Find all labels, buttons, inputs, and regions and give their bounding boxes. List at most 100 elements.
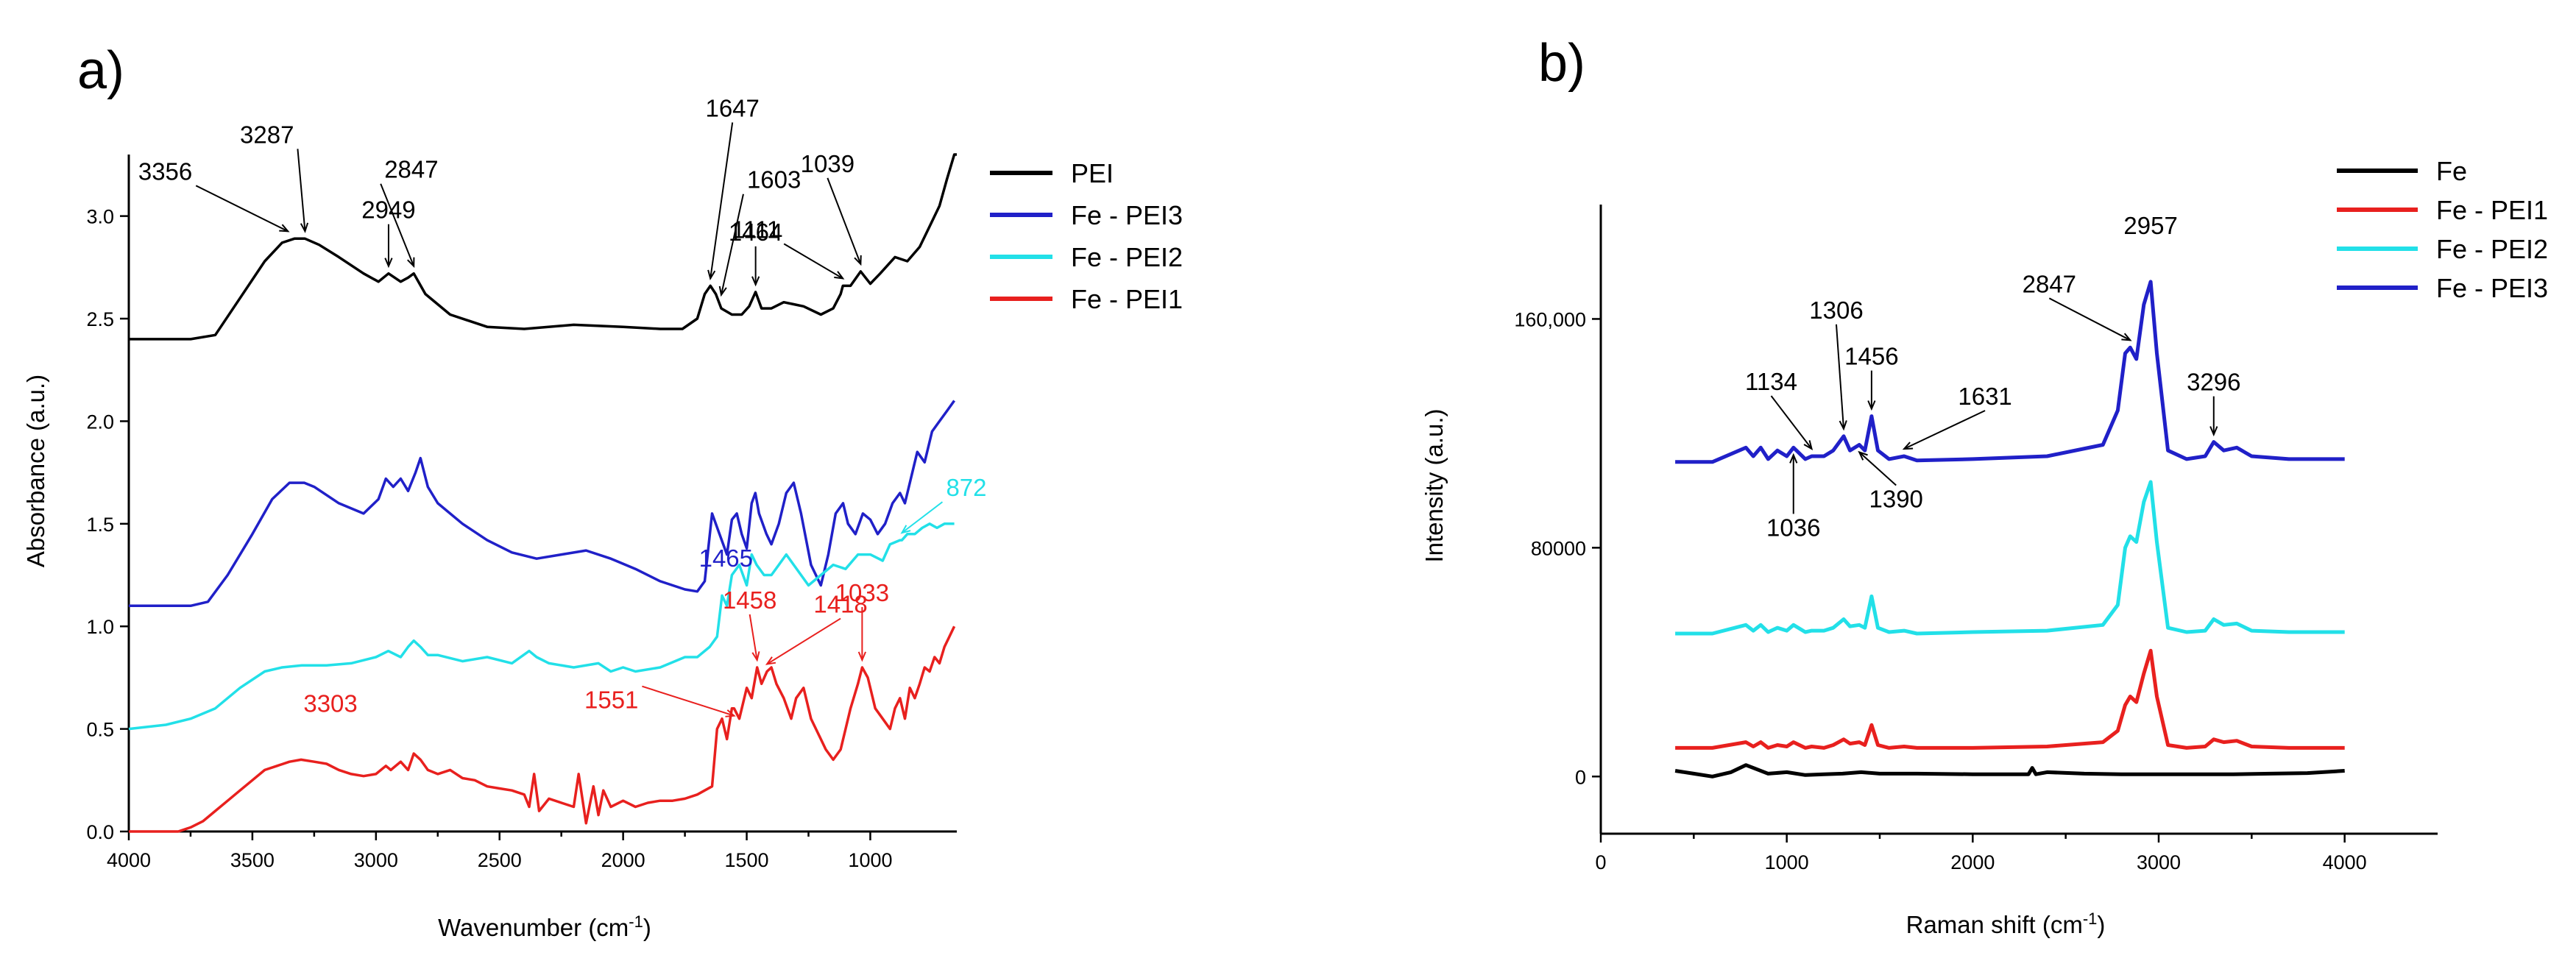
y-tick-label: 2.5: [86, 308, 114, 330]
legend-label: Fe - PEI1: [1071, 284, 1183, 314]
annotation-arrowhead: [279, 224, 290, 233]
annotation-arrowhead: [751, 276, 760, 287]
y-tick-label: 1.5: [86, 514, 114, 536]
x-tick-label: 1000: [1765, 851, 1809, 873]
annotation-label: 2847: [384, 156, 438, 183]
annotation-arrowhead: [1867, 400, 1876, 411]
annotation-arrowhead: [2209, 426, 2218, 437]
annotation-label: 1390: [1869, 485, 1922, 512]
y-tick-label: 80000: [1531, 537, 1586, 559]
series-line-fe-pei2: [128, 522, 955, 731]
y-tick-label: 3.0: [86, 206, 114, 228]
x-tick-label: 4000: [2323, 851, 2367, 873]
annotation-arrowhead: [900, 525, 911, 534]
annotation-arrowhead: [1789, 453, 1798, 464]
annotation-arrow: [1770, 395, 1813, 450]
annotation-arrowhead: [384, 258, 393, 269]
annotation-label: 872: [946, 474, 986, 501]
x-tick-label: 4000: [107, 849, 151, 871]
annotation-arrow: [1858, 451, 1897, 486]
annotation-arrowhead: [854, 255, 862, 266]
annotation-arrow: [297, 149, 306, 232]
annotations-b: 1134 1306 1456 1631 1036 1390 2847 2957 3296: [1745, 212, 2240, 541]
annotation-arrowhead: [707, 269, 716, 280]
annotation-arrow: [766, 617, 841, 665]
annotation-label: 1551: [584, 687, 638, 714]
y-tick-label: 1.0: [86, 616, 114, 638]
annotation-label: 2957: [2123, 212, 2177, 239]
annotation-arrow: [783, 243, 843, 280]
chart-b: b) 0 1000 2000 3000 4000 0 80000 160,000 1134 13…: [1420, 34, 2548, 938]
annotation-arrowhead: [1858, 450, 1868, 461]
y-tick-label: 0: [1575, 766, 1586, 788]
annotation-arrow: [2048, 297, 2131, 341]
x-tick-label: 1500: [725, 849, 769, 871]
x-tick-label: 1000: [848, 849, 892, 871]
series-a: [128, 153, 957, 833]
annotation-arrowhead: [1803, 440, 1814, 451]
series-line-fe-pei2: [1675, 480, 2345, 636]
panel-label-b: b): [1538, 34, 1585, 93]
series-line-fe-pei3: [1675, 280, 2345, 464]
y-tick-label: 0.0: [86, 821, 114, 843]
annotation-arrowhead: [1902, 442, 1914, 450]
annotation-arrowhead: [1839, 420, 1847, 431]
series-line-fe-pei1: [129, 625, 956, 833]
annotation-arrowhead: [2121, 333, 2132, 341]
annotation-label: 1631: [1958, 383, 2011, 410]
x-tick-label: 3500: [230, 849, 275, 871]
y-tick-label: 2.0: [86, 411, 114, 433]
annotation-label: 1464: [729, 219, 782, 246]
panel-label-a: a): [77, 41, 124, 100]
annotation-arrow: [720, 194, 744, 295]
x-tick-label: 2500: [478, 849, 522, 871]
y-tick-label: 160,000: [1514, 308, 1586, 330]
series-line-fe-pei1: [1675, 648, 2345, 750]
annotation-label: 2949: [361, 196, 415, 224]
legend-label: Fe: [2436, 156, 2467, 186]
annotation-arrow: [827, 177, 862, 265]
annotation-label: 3287: [240, 121, 294, 148]
annotation-arrowhead: [725, 709, 736, 717]
annotation-arrow: [710, 122, 734, 279]
axes-a: 4000 3500 3000 2500 2000 1500 1000 0.0 0.5 1.0 1.5…: [86, 155, 957, 871]
legend-label: PEI: [1071, 158, 1114, 188]
annotation-label: 3303: [303, 689, 357, 717]
annotation-label: 1465: [699, 545, 753, 572]
annotation-arrow: [1835, 324, 1844, 429]
annotation-label: 1036: [1766, 514, 1820, 541]
annotation-arrowhead: [857, 651, 866, 662]
x-tick-label: 0: [1595, 851, 1606, 873]
annotation-arrow: [901, 501, 944, 533]
annotation-label: 1647: [705, 94, 759, 121]
x-tick-label: 2000: [1950, 851, 1995, 873]
y-axis-label-b: Intensity (a.u.): [1420, 408, 1448, 562]
annotation-arrow: [1903, 410, 1986, 450]
annotation-arrowhead: [407, 257, 415, 269]
x-tick-label: 2000: [601, 849, 645, 871]
annotation-arrowhead: [751, 651, 760, 662]
x-axis-label-b: Raman shift (cm-1): [1906, 909, 2106, 938]
annotation-label: 2847: [2023, 270, 2076, 297]
annotation-label: 3356: [138, 157, 192, 185]
annotation-arrowhead: [718, 286, 727, 297]
annotation-arrowhead: [765, 656, 776, 665]
legend-a: PEI Fe - PEI3 Fe - PEI2 Fe - PEI1: [990, 158, 1183, 314]
legend-label: Fe - PEI3: [2436, 273, 2548, 303]
legend-b: Fe Fe - PEI1 Fe - PEI2 Fe - PEI3: [2337, 156, 2548, 303]
axes-b: 0 1000 2000 3000 4000 0 80000 160,000: [1514, 205, 2438, 873]
annotation-label: 1033: [835, 579, 889, 606]
annotation-arrow: [642, 685, 735, 717]
series-line-fe-pei3: [129, 400, 956, 608]
x-axis-label-a: Wavenumber (cm-1): [438, 912, 651, 941]
annotation-label: 1603: [747, 166, 801, 194]
chart-a: a) 4000 3500 3000 2500 2000 1500 1000 0.0 0.5 1.0…: [22, 41, 1183, 941]
annotation-label: 1134: [1745, 368, 1797, 395]
annotation-label: 1039: [801, 150, 854, 177]
series-line-fe: [1674, 763, 2345, 779]
legend-label: Fe - PEI2: [1071, 242, 1183, 272]
annotation-label: 1458: [723, 586, 776, 614]
annotation-label: 1456: [1844, 343, 1898, 370]
